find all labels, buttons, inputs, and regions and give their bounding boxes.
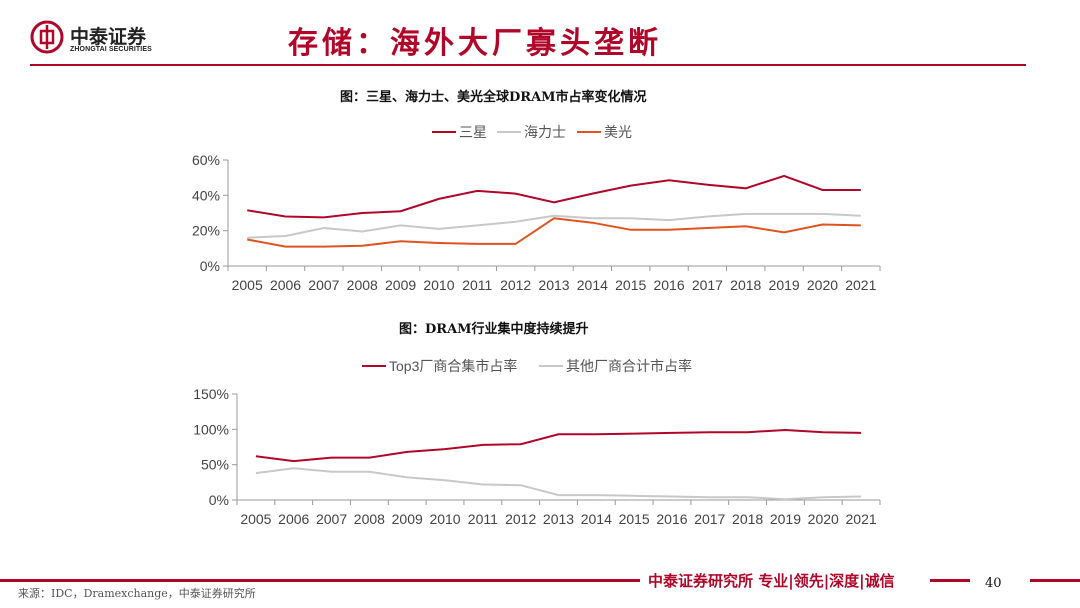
- chart2-x-tick-label: 2017: [694, 511, 725, 527]
- chart2-x-tick-label: 2005: [240, 511, 271, 527]
- chart2-concentration: Top3厂商合集市占率 其他厂商合计市占率 0% 50% 100% 150% 2005 2…: [193, 358, 881, 527]
- chart2-x-tick-label: 2007: [316, 511, 347, 527]
- chart1-x-tick-label: 2020: [807, 277, 838, 293]
- chart2-x-tick-label: 2016: [656, 511, 687, 527]
- chart2-x-tick-label: 2008: [354, 511, 385, 527]
- chart2-y-tick-label: 100%: [193, 421, 229, 437]
- chart2-x-tick-label: 2021: [846, 511, 877, 527]
- chart1-series-line-1: [247, 212, 861, 239]
- chart2-legend: Top3厂商合集市占率 其他厂商合计市占率: [362, 358, 692, 374]
- chart1-x-tick-label: 2005: [232, 277, 263, 293]
- chart1-legend: 三星 海力士 美光: [432, 124, 632, 140]
- legend-label-top3: Top3厂商合集市占率: [389, 358, 517, 374]
- page-number: 40: [985, 576, 1002, 591]
- logo-chinese-name: 中泰证券: [70, 26, 147, 48]
- title-divider: [30, 64, 1026, 66]
- chart1-y-tick-label: 0%: [200, 258, 220, 274]
- chart1-y-tick-label: 20%: [192, 223, 220, 239]
- chart1-title: 图：三星、海力士、美光全球DRAM市占率变化情况: [340, 90, 647, 105]
- footer-rule-left: [0, 579, 640, 582]
- chart2-x-tick-label: 2020: [808, 511, 839, 527]
- chart1-series-line-0: [247, 174, 861, 219]
- chart1-x-tick-label: 2021: [845, 277, 876, 293]
- company-logo: 中泰证券 ZHONGTAI SECURITIES: [30, 20, 170, 60]
- chart1-y-tick-label: 60%: [192, 152, 220, 168]
- chart1-x-tick-label: 2019: [769, 277, 800, 293]
- chart1-x-tick-label: 2017: [692, 277, 723, 293]
- legend-label-micron: 美光: [604, 124, 632, 140]
- chart2-series-line-0: [255, 428, 862, 463]
- chart1-series-line-2: [247, 217, 861, 248]
- page-title: 存储：海外大厂寡头垄断: [288, 26, 662, 61]
- chart2-series-line-1: [255, 467, 862, 501]
- footer-slogan: 中泰证券研究所 专业|领先|深度|诚信: [648, 572, 895, 590]
- chart2-y-tick-label: 0%: [209, 492, 229, 508]
- chart2-title: 图：DRAM行业集中度持续提升: [399, 322, 589, 337]
- legend-label-hynix: 海力士: [524, 124, 566, 140]
- chart2-x-tick-label: 2014: [581, 511, 612, 527]
- chart1-x-tick-label: 2015: [615, 277, 646, 293]
- logo-english-name: ZHONGTAI SECURITIES: [70, 46, 152, 53]
- chart1-x-tick-label: 2018: [730, 277, 761, 293]
- chart1-y-tick-label: 40%: [192, 187, 220, 203]
- chart2-y-tick-label: 50%: [201, 457, 229, 473]
- chart2-y-tick-label: 150%: [193, 386, 229, 402]
- footer-rule-right: [930, 579, 970, 582]
- legend-label-samsung: 三星: [459, 124, 487, 140]
- chart1-x-tick-label: 2006: [270, 277, 301, 293]
- chart2-x-tick-label: 2012: [505, 511, 536, 527]
- chart1-x-tick-label: 2008: [347, 277, 378, 293]
- zhongtai-logo-icon: [30, 20, 64, 54]
- chart1-x-tick-label: 2009: [385, 277, 416, 293]
- chart2-x-tick-label: 2015: [619, 511, 650, 527]
- chart2-x-tick-label: 2019: [770, 511, 801, 527]
- source-note: 来源：IDC，Dramexchange，中泰证券研究所: [18, 587, 256, 600]
- chart2-x-tick-label: 2006: [278, 511, 309, 527]
- legend-label-others: 其他厂商合计市占率: [566, 358, 692, 374]
- chart2-x-tick-label: 2010: [429, 511, 460, 527]
- chart1-x-tick-label: 2010: [423, 277, 454, 293]
- chart2-x-tick-label: 2011: [468, 511, 498, 527]
- chart1-x-tick-label: 2011: [462, 277, 492, 293]
- chart2-x-tick-label: 2009: [392, 511, 423, 527]
- chart1-x-tick-label: 2012: [500, 277, 531, 293]
- footer-rule-far: [1030, 579, 1080, 582]
- chart1-x-tick-label: 2014: [577, 277, 608, 293]
- chart1-x-tick-label: 2013: [538, 277, 569, 293]
- chart2-x-tick-label: 2013: [543, 511, 574, 527]
- chart1-x-tick-label: 2016: [653, 277, 684, 293]
- chart1-x-tick-label: 2007: [308, 277, 339, 293]
- chart1-dram-share: 三星 海力士 美光 0% 20% 40% 60% 2005 2006 2007 2008 200…: [192, 124, 881, 293]
- chart2-x-tick-label: 2018: [732, 511, 763, 527]
